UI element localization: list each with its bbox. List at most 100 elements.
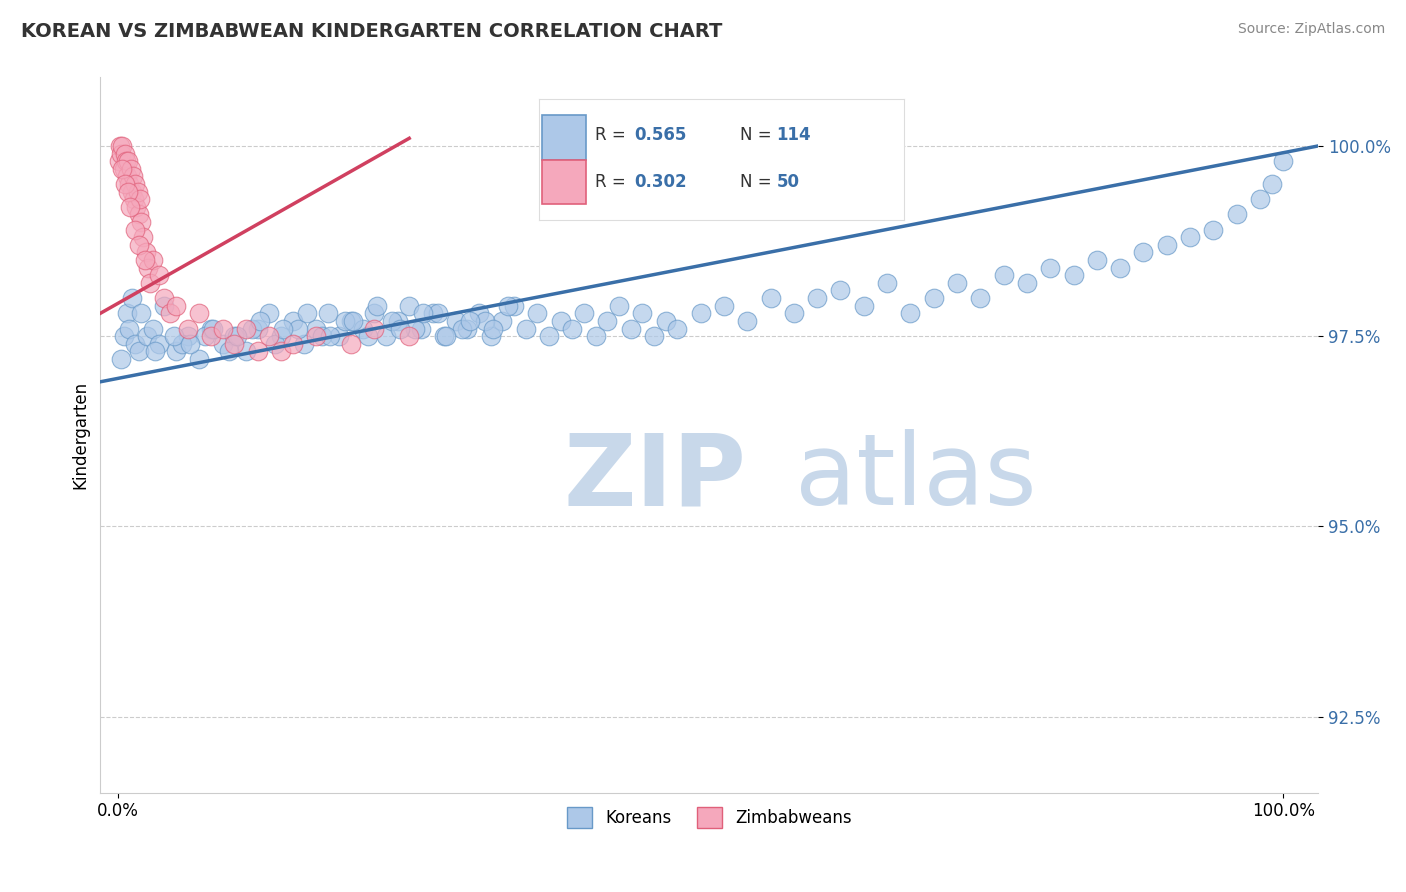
Point — [363, 306, 385, 320]
Point — [115, 306, 138, 320]
Point — [316, 306, 339, 320]
Point — [357, 329, 380, 343]
Point — [572, 306, 595, 320]
Point — [427, 306, 450, 320]
Point — [444, 314, 467, 328]
Point — [153, 299, 176, 313]
Point — [436, 329, 458, 343]
Text: atlas: atlas — [794, 429, 1036, 526]
Point — [830, 284, 852, 298]
Point — [295, 306, 318, 320]
Point — [689, 306, 711, 320]
Point — [136, 260, 159, 275]
Point — [340, 314, 363, 328]
Point — [108, 139, 131, 153]
Point — [1156, 237, 1178, 252]
Point — [374, 329, 396, 343]
Point — [498, 299, 520, 313]
Point — [328, 329, 350, 343]
Point — [122, 192, 145, 206]
Point — [503, 299, 526, 313]
Point — [224, 336, 246, 351]
Text: KOREAN VS ZIMBABWEAN KINDERGARTEN CORRELATION CHART: KOREAN VS ZIMBABWEAN KINDERGARTEN CORREL… — [21, 22, 723, 41]
Point — [398, 299, 420, 313]
Point — [366, 299, 388, 313]
Point — [128, 344, 150, 359]
Point — [108, 154, 131, 169]
Point — [876, 276, 898, 290]
Legend: Koreans, Zimbabweans: Koreans, Zimbabweans — [561, 801, 858, 834]
Point — [170, 336, 193, 351]
Point — [224, 329, 246, 343]
Point — [305, 321, 328, 335]
Point — [118, 177, 141, 191]
Point — [319, 329, 342, 343]
Point — [631, 306, 654, 320]
Point — [352, 321, 374, 335]
Point — [311, 329, 333, 343]
Point — [281, 336, 304, 351]
Point — [479, 329, 502, 343]
Point — [292, 336, 315, 351]
Point — [342, 314, 364, 328]
Point — [474, 314, 496, 328]
Text: Source: ZipAtlas.com: Source: ZipAtlas.com — [1237, 22, 1385, 37]
Point — [117, 154, 139, 169]
Point — [340, 336, 363, 351]
Point — [139, 276, 162, 290]
Point — [110, 146, 132, 161]
Point — [1085, 253, 1108, 268]
Point — [121, 291, 143, 305]
Point — [264, 336, 287, 351]
Point — [620, 321, 643, 335]
Point — [458, 314, 481, 328]
Point — [538, 329, 561, 343]
Point — [246, 344, 269, 359]
Point — [120, 200, 142, 214]
Point — [122, 169, 145, 184]
Point — [993, 268, 1015, 283]
Point — [388, 321, 411, 335]
Point — [1132, 245, 1154, 260]
Point — [1178, 230, 1201, 244]
Point — [129, 215, 152, 229]
Point — [969, 291, 991, 305]
Point — [333, 314, 356, 328]
Point — [1226, 207, 1249, 221]
Point — [115, 169, 138, 184]
Point — [112, 329, 135, 343]
Point — [381, 314, 404, 328]
Point — [759, 291, 782, 305]
Point — [1249, 192, 1271, 206]
Point — [246, 321, 269, 335]
Point — [1202, 222, 1225, 236]
Point — [654, 314, 676, 328]
Point — [121, 185, 143, 199]
Point — [124, 336, 146, 351]
Point — [134, 253, 156, 268]
Point — [1272, 154, 1295, 169]
Point — [526, 306, 548, 320]
Point — [666, 321, 689, 335]
Point — [163, 329, 186, 343]
Point — [110, 351, 132, 366]
Point — [142, 321, 165, 335]
Point — [596, 314, 619, 328]
Point — [456, 321, 478, 335]
Point — [515, 321, 537, 335]
Point — [1260, 177, 1282, 191]
Point — [200, 329, 222, 343]
Point — [136, 329, 159, 343]
Point — [218, 344, 240, 359]
Point — [127, 185, 149, 199]
Point — [165, 299, 187, 313]
Point — [125, 200, 148, 214]
Point — [153, 291, 176, 305]
Point — [783, 306, 806, 320]
Point — [112, 161, 135, 176]
Point — [270, 344, 292, 359]
Point — [118, 321, 141, 335]
Point — [124, 222, 146, 236]
Point — [194, 329, 217, 343]
Point — [398, 329, 420, 343]
